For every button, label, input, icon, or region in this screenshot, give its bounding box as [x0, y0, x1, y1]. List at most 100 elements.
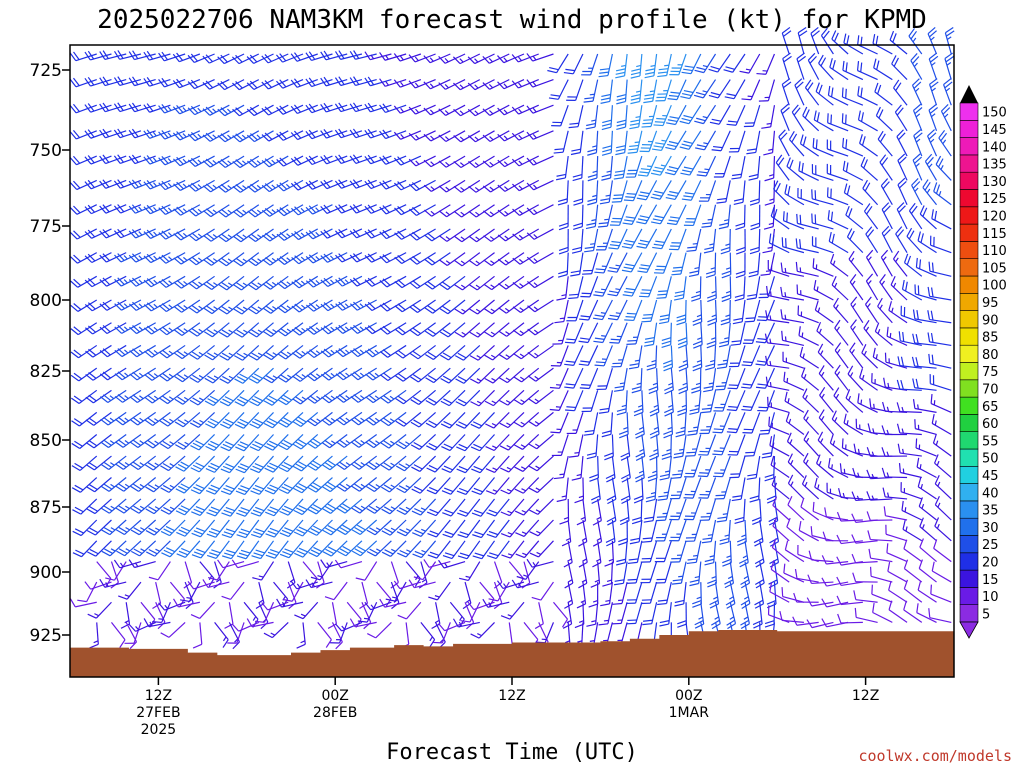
wind-barb — [558, 228, 569, 255]
barb-staff — [342, 367, 363, 381]
barb-feather — [583, 100, 594, 103]
barb-half-feather — [668, 404, 673, 408]
barb-feather — [663, 363, 673, 368]
barb-feather — [144, 350, 153, 358]
barb-staff — [120, 179, 142, 189]
barb-feather — [249, 468, 260, 474]
barb-staff — [714, 581, 720, 604]
barb-feather — [208, 487, 218, 493]
barb-feather — [691, 386, 701, 391]
barb-half-feather — [489, 236, 495, 240]
barb-feather — [290, 157, 299, 166]
barb-feather — [252, 443, 262, 449]
barb-feather — [115, 463, 124, 470]
barb-feather — [190, 132, 199, 140]
barb-half-feather — [286, 233, 291, 238]
barb-feather — [658, 68, 669, 71]
barb-feather — [649, 430, 659, 436]
barb-feather — [279, 280, 289, 288]
wind-barb — [219, 344, 245, 361]
barb-feather — [351, 529, 361, 536]
barb-half-feather — [405, 463, 410, 467]
barb-feather — [146, 103, 154, 112]
barb-feather — [456, 490, 467, 496]
barb-feather — [160, 530, 170, 537]
barb-feather — [352, 102, 360, 111]
barb-staff — [404, 455, 422, 472]
wind-barb — [634, 456, 645, 483]
barb-feather — [683, 166, 694, 170]
barb-staff — [167, 434, 186, 450]
wind-barb — [513, 367, 540, 383]
barb-feather — [253, 552, 263, 557]
barb-staff — [640, 498, 643, 521]
barb-feather — [146, 551, 156, 557]
barb-staff — [286, 434, 304, 451]
barb-feather — [279, 256, 288, 264]
wind-barb — [514, 477, 540, 494]
barb-half-feather — [519, 283, 524, 287]
barb-half-feather — [135, 626, 140, 631]
barb-feather — [414, 550, 424, 556]
barb-half-feather — [653, 426, 659, 430]
wind-barb — [379, 52, 407, 61]
barb-feather — [218, 308, 228, 315]
wind-barb — [708, 53, 731, 73]
barb-half-feather — [341, 625, 346, 630]
barb-feather — [483, 235, 492, 242]
barb-half-feather — [429, 109, 435, 114]
barb-half-feather — [414, 56, 419, 62]
barb-staff — [165, 228, 186, 240]
wind-barb — [99, 154, 127, 165]
barb-feather — [529, 509, 539, 515]
barb-feather — [249, 423, 259, 429]
barb-feather — [526, 79, 534, 88]
barb-feather — [482, 160, 491, 168]
barb-staff — [416, 252, 436, 265]
barb-feather — [641, 320, 651, 323]
barb-half-feather — [608, 558, 614, 562]
barb-feather — [584, 249, 594, 253]
barb-staff — [405, 622, 410, 645]
wind-barb — [173, 299, 201, 313]
barb-feather — [453, 210, 462, 218]
wind-barb — [656, 276, 672, 299]
barb-feather — [350, 463, 360, 470]
barb-feather — [409, 352, 419, 360]
barb-feather — [294, 255, 303, 263]
barb-feather — [210, 528, 221, 533]
barb-staff — [610, 105, 613, 128]
barb-feather — [280, 397, 290, 403]
barb-feather — [159, 374, 168, 382]
barb-feather — [72, 155, 81, 164]
wind-barb — [410, 389, 436, 406]
barb-feather — [87, 229, 96, 238]
wind-barb — [129, 367, 156, 381]
wind-barb — [320, 76, 348, 87]
barb-staff — [401, 299, 422, 313]
barb-feather — [659, 473, 670, 478]
barb-feather — [379, 181, 387, 190]
barb-staff — [199, 561, 215, 579]
barb-feather — [172, 53, 180, 63]
barb-feather — [113, 205, 122, 214]
barb-feather — [349, 180, 357, 189]
barb-staff — [520, 275, 540, 289]
barb-staff — [693, 455, 702, 478]
barb-half-feather — [520, 466, 526, 470]
barb-feather — [379, 350, 389, 358]
barb-half-feather — [374, 372, 380, 377]
barb-feather — [113, 129, 121, 138]
barb-staff — [640, 368, 643, 391]
wind-barb — [305, 155, 333, 166]
barb-feather — [323, 229, 331, 238]
barb-feather — [512, 306, 521, 313]
barb-half-feather — [488, 602, 492, 607]
barb-half-feather — [594, 579, 600, 583]
barb-feather — [204, 331, 213, 338]
barb-staff — [680, 455, 687, 478]
barb-feather — [661, 340, 671, 345]
wind-barb — [691, 368, 702, 394]
wind-barb — [261, 53, 289, 64]
barb-staff — [502, 581, 525, 590]
